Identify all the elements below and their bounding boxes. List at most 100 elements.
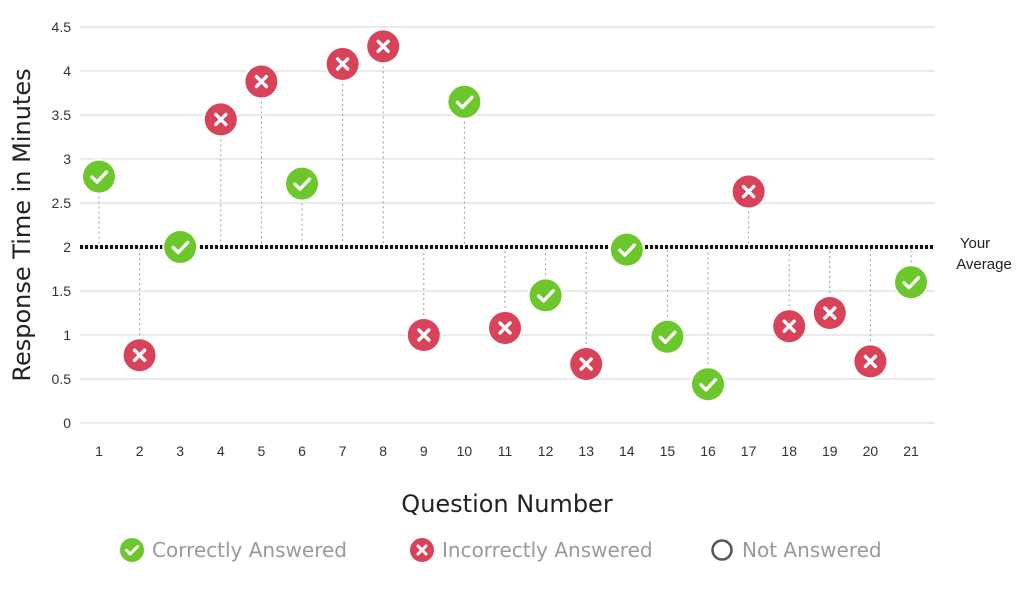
incorrect-answer-point — [324, 45, 361, 82]
y-tick-label: 4.5 — [52, 19, 72, 35]
checkmark-icon — [902, 276, 921, 290]
point-circle — [164, 231, 197, 263]
incorrect-answer-point — [365, 28, 402, 65]
point-circle — [692, 368, 724, 401]
legend-label-incorrect: Incorrectly Answered — [442, 538, 653, 562]
average-label-line1: Your — [960, 235, 990, 252]
x-tick-label: 14 — [619, 443, 635, 459]
x-tick-label: 8 — [379, 443, 387, 459]
x-mark-icon — [782, 319, 796, 333]
x-mark-icon — [823, 306, 837, 320]
legend-item-incorrect: Incorrectly Answered — [410, 538, 653, 562]
y-tick-label: 4 — [63, 63, 71, 79]
incorrect-answer-point — [202, 101, 239, 138]
checkmark-icon — [293, 177, 312, 191]
x-tick-label: 11 — [498, 443, 513, 459]
x-tick-label: 18 — [781, 443, 797, 459]
data-points — [81, 28, 929, 403]
x-tick-label: 9 — [420, 443, 428, 459]
legend-item-unanswered: Not Answered — [710, 538, 882, 562]
x-axis-title: Question Number — [401, 490, 613, 518]
x-mark-icon — [410, 538, 434, 562]
correct-answer-point — [284, 165, 320, 202]
x-mark-icon — [132, 348, 147, 362]
checkmark-icon — [536, 289, 555, 303]
x-mark-icon — [498, 321, 512, 335]
point-circle — [610, 233, 643, 266]
checkmark-icon — [90, 170, 109, 184]
legend-item-correct: Correctly Answered — [120, 538, 347, 562]
x-tick-label: 20 — [863, 443, 879, 459]
x-mark-icon — [863, 354, 878, 369]
x-mark-icon — [579, 357, 593, 371]
y-tick-label: 2.5 — [52, 195, 72, 211]
y-tick-label: 3 — [63, 151, 71, 167]
x-tick-label: 3 — [176, 443, 184, 459]
point-circle — [529, 279, 562, 312]
y-tick-label: 1 — [63, 327, 71, 343]
incorrect-answer-point — [811, 295, 848, 331]
checkmark-icon — [699, 378, 718, 392]
x-mark-icon — [741, 184, 756, 199]
y-axis-title: Response Time in Minutes — [8, 68, 36, 381]
x-tick-label: 5 — [258, 443, 266, 459]
legend-label-correct: Correctly Answered — [152, 538, 347, 562]
x-tick-label: 12 — [538, 443, 554, 459]
correct-answer-point — [162, 229, 199, 265]
correct-answer-point — [893, 264, 929, 301]
x-tick-label: 19 — [822, 443, 838, 459]
correct-answer-point — [608, 231, 645, 268]
x-mark-icon — [376, 39, 390, 54]
incorrect-answer-point — [730, 173, 767, 210]
x-tick-labels: 1 2 3 4 5 6 7 8 9 10 11 12 13 14 15 16 17 18 19 20 21 — [95, 443, 919, 459]
correct-answer-point — [81, 158, 117, 195]
legend: Correctly Answered Incorrectly Answered … — [0, 532, 1024, 576]
correct-answer-point — [527, 277, 564, 314]
point-circle — [286, 167, 318, 200]
incorrect-answer-point — [243, 63, 280, 100]
x-tick-label: 1 — [95, 443, 103, 459]
x-tick-label: 17 — [741, 443, 757, 459]
correct-answer-point — [690, 366, 726, 403]
checkmark-icon — [171, 240, 190, 255]
point-circle — [448, 85, 481, 118]
x-tick-label: 7 — [339, 443, 347, 459]
x-mark-icon — [335, 57, 350, 71]
x-tick-label: 21 — [903, 443, 919, 459]
correct-answer-point — [649, 318, 686, 355]
correct-answer-point — [446, 83, 483, 120]
y-tick-label: 2 — [63, 239, 71, 255]
incorrect-answer-point — [852, 343, 889, 380]
x-tick-label: 6 — [298, 443, 306, 459]
grid-layer — [80, 26, 935, 424]
x-tick-label: 2 — [136, 443, 144, 459]
y-tick-label: 0 — [63, 415, 71, 431]
incorrect-answer-point — [405, 317, 442, 353]
x-tick-label: 15 — [660, 443, 676, 459]
x-mark-icon — [214, 112, 228, 127]
point-circle — [83, 160, 115, 193]
checkmark-icon — [455, 95, 474, 110]
incorrect-answer-point — [487, 309, 523, 346]
y-tick-label: 1.5 — [52, 283, 72, 299]
y-tick-label: 3.5 — [52, 107, 72, 123]
checkmark-icon — [120, 538, 144, 562]
point-circle — [651, 320, 684, 353]
incorrect-answer-point — [121, 337, 158, 374]
point-circle — [895, 266, 927, 299]
checkmark-icon — [658, 330, 677, 344]
incorrect-answer-point — [771, 308, 808, 345]
x-tick-label: 4 — [217, 443, 225, 459]
x-tick-label: 13 — [578, 443, 594, 459]
x-tick-label: 16 — [700, 443, 716, 459]
x-tick-label: 10 — [457, 443, 473, 459]
checkmark-icon — [618, 243, 636, 257]
y-tick-labels: 0 0.5 1 1.5 2 2.5 3 3.5 4 4.5 — [52, 19, 72, 431]
x-mark-icon — [417, 328, 431, 342]
empty-circle-icon — [711, 539, 733, 561]
y-tick-label: 0.5 — [52, 371, 72, 387]
x-mark-icon — [254, 74, 269, 89]
legend-label-unanswered: Not Answered — [742, 538, 882, 562]
average-label-line2: Average — [956, 256, 1012, 273]
